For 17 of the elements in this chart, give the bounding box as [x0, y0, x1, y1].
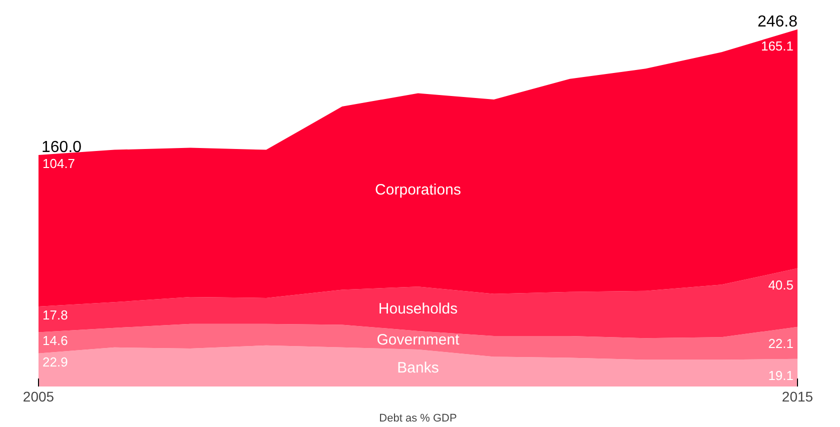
series-label: Banks: [397, 359, 439, 376]
data-label: 22.1: [768, 336, 794, 351]
x-tick-label: 2015: [782, 388, 814, 404]
total-label: 160.0: [42, 139, 82, 156]
data-label: 19.1: [768, 368, 794, 383]
data-label: 17.8: [42, 307, 68, 322]
total-label: 246.8: [757, 13, 798, 30]
series-label: Government: [376, 332, 460, 349]
series-label: Corporations: [375, 181, 461, 198]
data-label: 22.9: [42, 354, 68, 370]
data-label: 40.5: [768, 277, 794, 292]
data-label: 165.1: [760, 38, 794, 54]
data-label: 14.6: [42, 333, 68, 348]
series-label: Households: [378, 300, 458, 318]
x-tick-label: 2005: [22, 388, 54, 404]
data-label: 104.7: [42, 156, 76, 172]
x-axis-title: Debt as % GDP: [379, 412, 457, 424]
